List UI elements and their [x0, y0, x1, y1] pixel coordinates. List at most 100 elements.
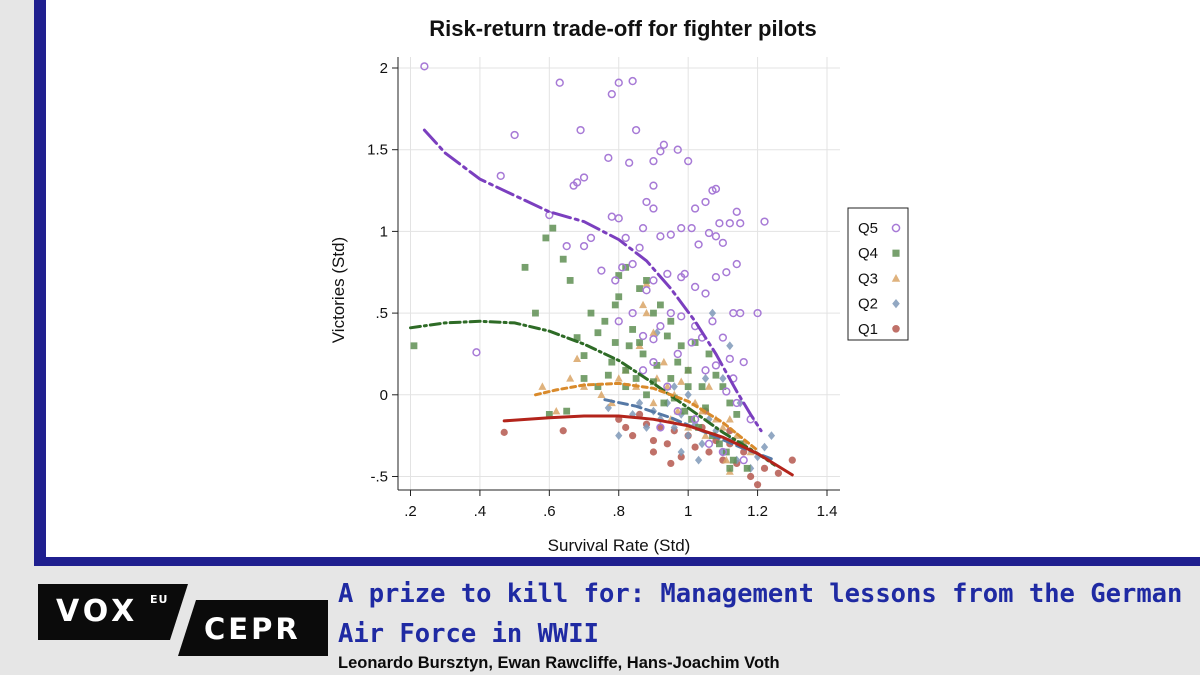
data-point-q5: [732, 398, 741, 408]
data-point-q4: [650, 309, 657, 317]
data-point-q4: [712, 371, 720, 379]
data-point-q5: [711, 273, 721, 282]
data-point-q5: [718, 238, 728, 247]
x-tick-label: .4: [474, 503, 487, 520]
data-point-q5: [638, 223, 648, 233]
data-point-q5: [628, 259, 637, 269]
data-point-q2: [615, 431, 623, 441]
data-point-q4: [667, 317, 675, 325]
data-point-q1: [649, 436, 658, 445]
data-point-q3: [597, 390, 606, 398]
axes: .2 .4 .6 .8 1 1.2 1.4 -.5 0 .5 1 1.5 2: [367, 57, 840, 520]
data-point-q4: [573, 334, 581, 342]
series-q5: [420, 62, 769, 465]
data-point-q3: [704, 382, 713, 390]
data-point-q2: [677, 447, 685, 457]
data-point-q4: [660, 399, 668, 407]
data-point-q3: [649, 328, 658, 336]
data-point-q3: [566, 374, 575, 382]
data-point-q4: [726, 464, 734, 472]
data-point-q3: [573, 354, 582, 363]
data-point-q5: [722, 387, 731, 396]
data-point-q5: [718, 333, 728, 342]
article-headline[interactable]: A prize to kill for: Management lessons …: [338, 579, 1183, 649]
data-point-q3: [552, 406, 561, 415]
cepr-logo-text: CEPR: [204, 612, 301, 646]
legend-box: [847, 207, 909, 341]
data-point-q4: [559, 255, 567, 263]
data-point-q4: [580, 352, 588, 359]
data-point-q5: [694, 240, 703, 249]
data-point-q5: [725, 354, 734, 364]
data-point-q5: [722, 268, 731, 277]
legend-label-q1: Q1: [858, 321, 878, 338]
legend: Q5 Q4 Q3 Q2 Q1: [847, 207, 909, 341]
data-point-q4: [542, 234, 550, 242]
data-point-q5: [562, 241, 571, 251]
data-point-q5: [614, 214, 623, 223]
vox-logo-superscript: EU: [150, 593, 169, 606]
data-point-q5: [621, 233, 630, 243]
data-point-q5: [701, 197, 710, 207]
data-point-q5: [677, 312, 686, 321]
data-point-q1: [667, 459, 675, 468]
data-point-q2: [705, 414, 713, 424]
cepr-logo: CEPR: [178, 600, 328, 656]
data-point-q2: [694, 455, 703, 465]
data-point-q5: [687, 338, 696, 347]
data-point-q4: [615, 293, 623, 301]
data-point-q4: [545, 411, 553, 418]
legend-label-q5: Q5: [858, 220, 878, 237]
data-point-q4: [566, 277, 574, 284]
x-tick-label: .2: [404, 503, 417, 520]
data-point-q5: [614, 78, 623, 87]
data-point-q5: [618, 263, 627, 272]
data-point-q5: [739, 456, 748, 465]
legend-marker-q1: [892, 325, 900, 333]
x-tick-label: .8: [612, 503, 625, 520]
data-point-q4: [657, 301, 664, 309]
data-point-q5: [649, 276, 658, 285]
vox-eu-logo: VOX EU: [38, 584, 188, 640]
data-point-q4: [625, 342, 633, 350]
data-point-q5: [597, 266, 606, 275]
data-point-q3: [725, 415, 734, 423]
data-point-q5: [690, 204, 700, 213]
data-point-q3: [677, 377, 686, 385]
data-point-q4: [695, 424, 702, 431]
fit-line-q5: [422, 128, 763, 433]
x-tick-label: 1: [684, 503, 692, 520]
data-point-q1: [705, 448, 713, 456]
data-point-q5: [677, 223, 686, 233]
data-point-q5: [649, 335, 658, 344]
y-tick-label: 1.5: [367, 142, 388, 159]
data-point-q4: [608, 358, 616, 366]
data-point-q4: [639, 350, 647, 358]
y-tick-label: 2: [380, 60, 388, 77]
data-point-q4: [629, 326, 637, 333]
data-point-q2: [653, 328, 661, 338]
legend-label-q2: Q2: [858, 296, 878, 313]
data-point-q2: [663, 398, 671, 408]
y-tick-label: 1: [380, 223, 388, 240]
data-point-q5: [614, 317, 623, 326]
y-tick-label: 0: [380, 387, 388, 404]
data-point-q4: [632, 375, 640, 382]
data-point-q4: [716, 440, 723, 448]
data-point-q5: [725, 219, 734, 228]
data-point-q3: [718, 423, 727, 431]
fit-line-q1: [502, 414, 794, 477]
data-point-q2: [726, 341, 734, 351]
data-point-q4: [743, 464, 751, 472]
legend-label-q3: Q3: [858, 270, 878, 287]
data-point-q5: [736, 219, 745, 228]
data-point-q5: [510, 130, 519, 140]
legend-marker-q5: [891, 223, 901, 233]
data-point-q3: [614, 374, 623, 382]
data-point-q1: [622, 423, 630, 432]
data-point-q5: [736, 308, 745, 318]
data-point-q4: [532, 309, 539, 317]
data-point-q4: [705, 350, 713, 358]
data-point-q5: [555, 78, 564, 87]
data-point-q5: [638, 331, 648, 341]
